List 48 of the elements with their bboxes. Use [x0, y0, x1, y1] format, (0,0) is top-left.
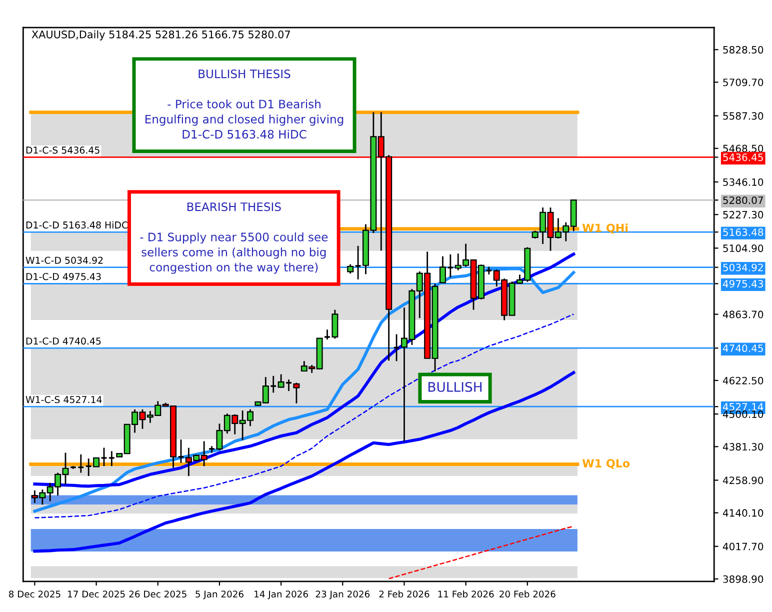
- y-tick-label: 4740.45: [722, 344, 763, 352]
- candlestick: [293, 382, 300, 404]
- y-tick-label: 4527.14: [722, 402, 764, 411]
- y-tick-label: 5468.50: [723, 144, 764, 152]
- ref-line-label: W1-C-S 4527.14: [26, 396, 102, 404]
- candlestick: [77, 454, 84, 474]
- ref-line-label: D1-C-D 5163.48 HiDC: [26, 221, 128, 229]
- candlestick: [354, 245, 362, 280]
- ref-line-label: W1 QHi: [582, 224, 628, 234]
- y-tick-label: 4258.90: [722, 476, 764, 484]
- ref-line-label: D1-C-D 4975.43: [26, 273, 101, 280]
- line-series: [388, 526, 574, 580]
- y-tick-label: 5163.48: [723, 228, 764, 236]
- y-tick-label: 3898.90: [723, 575, 764, 583]
- ref-line-label: D1-C-D 4740.45: [26, 337, 101, 345]
- x-tick-label: 23 Jan 2026: [316, 590, 370, 600]
- x-tick-label: 11 Feb 2026: [438, 590, 494, 598]
- y-tick-label: 5034.92: [723, 264, 763, 272]
- x-tick-label: 14 Jan 2026: [254, 590, 308, 600]
- y-tick-label: 5436.45: [723, 154, 763, 162]
- y-tick-label: 5828.50: [723, 46, 764, 54]
- y-tick-label: 4140.10: [722, 509, 764, 517]
- candlestick: [100, 447, 108, 467]
- ref-line-label: D1-C-S 5436.45: [26, 146, 100, 154]
- text: BULLISH THESIS - Price took out D1 Bearish Engulfing and closed higher giving D1-C-D 5163.48 HiDC: [145, 70, 344, 139]
- y-tick-label: 5227.30: [723, 210, 764, 218]
- x-tick-label: 8 Dec 2025: [8, 590, 60, 598]
- y-tick-label: 4863.70: [722, 310, 764, 318]
- x-tick-label: 2 Feb 2026: [379, 590, 430, 598]
- ref-line-label: W1-C-D 5034.92: [26, 256, 103, 264]
- ref-line-label: W1 QLo: [582, 459, 630, 469]
- y-tick-label: 5104.90: [723, 244, 764, 252]
- x-tick-label: 20 Feb 2026: [500, 590, 556, 598]
- y-tick-label: 4975.43: [722, 280, 763, 288]
- y-tick-label: 4017.70: [722, 542, 764, 550]
- x-tick-label: 5 Jan 2026: [196, 590, 244, 600]
- y-tick-label: 5709.70: [723, 78, 764, 86]
- y-tick-label: 5587.30: [723, 112, 764, 120]
- y-tick-label: 4381.30: [722, 443, 764, 451]
- annotation: BULLISH: [428, 382, 482, 392]
- x-tick-label: 26 Dec 2025: [129, 590, 186, 598]
- y-tick-label: 4622.50: [722, 376, 764, 384]
- x-tick-label: 17 Dec 2025: [68, 590, 125, 598]
- text: BEARISH THESIS - D1 Supply near 5500 could see sellers come in (although no big congestion on the way there): [140, 202, 328, 274]
- y-tick-label: 5280.07: [723, 196, 763, 204]
- candlestick: [347, 264, 354, 274]
- chart-title: XAUUSD,Daily 5184.25 5281.26 5166.75 5280.07: [32, 30, 290, 40]
- y-tick-label: 5346.10: [723, 178, 764, 186]
